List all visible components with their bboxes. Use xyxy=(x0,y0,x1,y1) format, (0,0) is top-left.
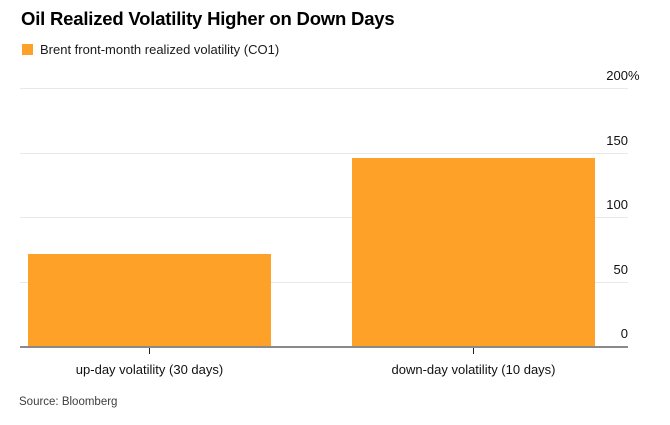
legend: Brent front-month realized volatility (C… xyxy=(22,41,280,57)
chart-title: Oil Realized Volatility Higher on Down D… xyxy=(21,8,395,29)
y-axis-label-200: 200% xyxy=(606,68,640,83)
legend-label: Brent front-month realized volatility (C… xyxy=(40,41,280,57)
bar-up-day xyxy=(28,254,271,346)
x-axis-baseline xyxy=(19,345,628,348)
bar-down-day xyxy=(352,157,595,346)
y-axis-label-100: 100 xyxy=(606,197,628,212)
source-note: Source: Bloomberg xyxy=(19,396,118,408)
gridline-200 xyxy=(19,88,628,89)
y-axis-label-50: 50 xyxy=(613,261,628,277)
y-axis-label-150: 150 xyxy=(606,132,628,148)
gridline-150 xyxy=(19,153,628,154)
gridline-50 xyxy=(19,282,628,283)
gridline-100 xyxy=(19,217,628,218)
legend-swatch xyxy=(22,43,33,55)
y-axis-label-0: 0 xyxy=(620,326,628,341)
x-axis-tick-2 xyxy=(472,347,475,354)
x-axis-label-down-day: down-day volatility (10 days) xyxy=(391,362,556,377)
x-axis-tick-1 xyxy=(148,347,151,354)
x-axis-label-up-day: up-day volatility (30 days) xyxy=(75,362,224,377)
y-axis-unit-suffix: % xyxy=(628,68,640,83)
